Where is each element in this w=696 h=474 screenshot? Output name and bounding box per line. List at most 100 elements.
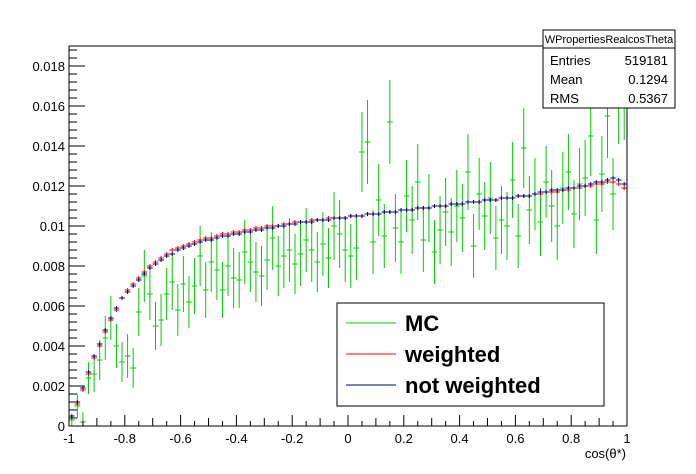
data-point — [414, 206, 421, 210]
data-point — [152, 262, 159, 266]
data-point — [119, 342, 125, 382]
data-point — [610, 180, 616, 184]
data-point — [470, 200, 477, 204]
series-not-weighted — [69, 176, 627, 418]
data-point — [325, 228, 332, 288]
data-point — [96, 342, 103, 346]
data-point — [448, 202, 455, 206]
x-tick-label: 0.6 — [506, 431, 524, 446]
data-point — [615, 178, 622, 182]
data-point — [593, 180, 600, 184]
data-point — [208, 238, 215, 242]
data-point — [543, 146, 549, 218]
data-point — [281, 224, 287, 228]
data-point — [175, 248, 181, 252]
data-point — [342, 216, 348, 220]
data-point — [515, 194, 521, 198]
data-point — [381, 204, 388, 268]
data-point — [515, 204, 521, 268]
data-point — [197, 240, 203, 244]
data-point — [454, 202, 460, 206]
y-tick-label: 0.016 — [32, 99, 65, 114]
data-point — [214, 236, 220, 240]
data-point — [359, 112, 365, 192]
data-point — [147, 268, 153, 320]
y-tick-label: 0.004 — [32, 339, 65, 354]
data-point — [420, 208, 427, 272]
data-point — [308, 218, 315, 282]
data-point — [587, 182, 594, 186]
x-tick-label: 0 — [344, 431, 351, 446]
data-point — [264, 230, 270, 290]
data-point — [431, 220, 438, 284]
data-point — [202, 238, 209, 242]
data-point — [543, 190, 549, 194]
data-point — [381, 210, 388, 214]
data-point — [448, 198, 455, 266]
data-point — [264, 226, 270, 230]
data-point — [470, 214, 477, 278]
data-point — [186, 244, 192, 248]
data-point — [336, 216, 343, 220]
data-point — [398, 208, 404, 212]
data-point — [320, 212, 326, 276]
data-point — [91, 356, 97, 392]
stats-rms-value: 0.5367 — [628, 91, 668, 106]
data-point — [85, 362, 92, 394]
y-tick-label: 0.006 — [32, 299, 65, 314]
data-point — [314, 218, 321, 222]
data-series-layer — [69, 52, 627, 426]
data-point — [582, 184, 588, 188]
data-point — [403, 160, 410, 232]
x-tick-label: 0.4 — [451, 431, 469, 446]
data-point — [548, 170, 555, 242]
data-point — [520, 108, 527, 188]
data-point — [571, 186, 577, 190]
data-point — [253, 228, 259, 232]
data-point — [348, 224, 354, 288]
x-tick-label: -0.2 — [281, 431, 303, 446]
data-point — [113, 306, 120, 310]
data-point — [308, 220, 315, 224]
x-tick-label: 0.8 — [562, 431, 580, 446]
data-point — [599, 136, 605, 212]
y-tick-label: 0.014 — [32, 139, 65, 154]
data-point — [426, 206, 432, 210]
y-tick-label: 0.018 — [32, 59, 65, 74]
data-point — [320, 218, 326, 222]
data-point — [331, 192, 337, 260]
data-point — [297, 220, 304, 224]
data-point — [158, 258, 164, 262]
data-point — [314, 232, 321, 292]
data-point — [571, 180, 577, 248]
data-point — [364, 212, 371, 216]
x-tick-label: -0.6 — [169, 431, 191, 446]
data-point — [130, 348, 136, 388]
data-point — [247, 230, 254, 234]
series-mc — [69, 52, 627, 426]
data-point — [225, 234, 231, 238]
data-point — [241, 230, 248, 234]
data-point — [442, 178, 449, 246]
x-tick-label: -0.4 — [225, 431, 247, 446]
data-point — [375, 164, 382, 236]
data-point — [392, 194, 399, 262]
data-point — [554, 188, 561, 192]
y-tick-label: 0 — [58, 419, 65, 434]
stats-entries-label: Entries — [550, 53, 591, 68]
data-point — [459, 184, 466, 252]
data-point — [219, 234, 226, 238]
data-point — [375, 212, 382, 216]
data-point — [504, 192, 510, 260]
stats-box: WPropertiesRealcosTheta Entries 519181 M… — [542, 29, 676, 109]
data-point — [113, 324, 120, 368]
data-point — [158, 294, 164, 346]
data-point — [124, 290, 131, 294]
data-point — [292, 234, 298, 294]
data-point — [225, 236, 231, 296]
data-point — [253, 242, 259, 302]
y-tick-label: 0.002 — [32, 379, 65, 394]
stats-entries-value: 519181 — [625, 53, 668, 68]
data-point — [292, 222, 298, 226]
